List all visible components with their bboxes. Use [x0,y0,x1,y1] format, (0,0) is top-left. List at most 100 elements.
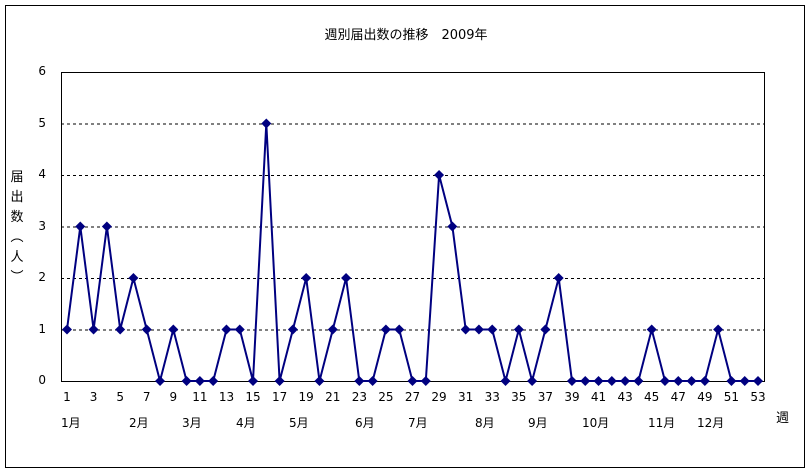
data-point-marker [659,376,670,386]
x-tick-label: 39 [564,390,580,404]
month-label: 2月 [129,416,149,430]
x-tick-label: 37 [537,390,554,404]
month-label: 7月 [408,416,428,430]
y-axis-label-char: 出 [10,190,24,205]
y-tick-label: 3 [38,218,46,233]
data-point-marker [261,118,272,129]
data-point-marker [327,324,338,335]
data-point-marker [181,376,192,386]
month-label: 9月 [528,416,548,430]
x-tick-label: 9 [169,390,178,404]
data-point-marker [155,376,166,386]
data-point-marker [620,376,631,386]
data-point-marker [580,376,591,386]
data-point-marker [673,376,684,386]
month-label: 1月 [61,416,81,430]
y-tick-label: 4 [38,167,46,181]
y-tick-label: 2 [38,270,46,284]
data-point-marker [447,221,458,232]
x-tick-label: 1 [63,390,71,404]
month-label: 6月 [355,416,375,430]
data-point-marker [354,376,365,386]
x-tick-label: 5 [116,390,124,404]
data-point-marker [407,376,418,386]
x-tick-label: 41 [590,390,607,404]
series-line [66,123,758,385]
month-label: 12月 [697,416,725,430]
data-point-marker [101,221,112,232]
month-label: 5月 [289,416,309,430]
x-tick-label: 15 [245,390,261,404]
data-point-marker [274,376,285,386]
month-label: 8月 [475,416,495,430]
data-point-marker [513,324,524,335]
x-tick-label: 31 [458,390,474,404]
data-point-marker [753,376,763,386]
data-point-marker [739,376,750,386]
data-point-marker [168,324,179,335]
data-point-marker [420,376,431,386]
data-point-marker [115,324,126,335]
y-axis-label-char: ︶ [10,270,24,285]
x-tick-label: 43 [617,390,633,404]
data-point-marker [62,324,72,335]
y-axis-label-char: 人 [10,250,24,265]
data-point-marker [646,324,657,335]
x-tick-label: 19 [298,390,314,404]
data-point-marker [473,324,484,335]
data-point-marker [194,376,205,386]
plot-border [61,72,765,382]
y-axis-label: 届出数 ︵ 人 ︶ [8,168,26,288]
data-point-marker [606,376,617,386]
data-point-marker [726,376,737,386]
x-tick-label: 25 [378,390,394,404]
x-tick-label: 23 [351,390,367,404]
data-point-marker [633,376,644,386]
data-point-marker [686,376,697,386]
data-point-marker [248,376,259,386]
data-point-marker [234,324,245,335]
chart-title: 週別届出数の推移 2009年 [324,28,488,43]
x-tick-label: 47 [670,390,686,404]
data-point-marker [314,376,325,386]
x-tick-label: 29 [431,390,447,404]
data-point-marker [394,324,405,335]
x-tick-label: 3 [89,390,98,404]
data-point-marker [460,324,471,335]
chart-frame [5,5,805,468]
data-point-marker [221,324,232,335]
data-point-marker [713,324,724,335]
x-tick-label: 11 [192,390,208,404]
y-tick-label: 0 [38,373,46,387]
data-point-marker [128,273,139,283]
x-tick-label: 21 [325,390,341,404]
data-point-marker [141,324,152,335]
data-point-marker [553,273,564,283]
y-axis-label-char: ︵ [10,230,24,245]
data-point-marker [88,324,99,335]
month-label: 3月 [182,416,202,430]
y-axis-label-char: 届 [10,170,24,185]
y-tick-label: 1 [38,321,46,336]
data-point-marker [434,170,445,180]
data-point-marker [75,221,86,232]
data-point-marker [380,324,391,335]
data-point-marker [341,273,352,283]
x-tick-label: 13 [218,390,235,404]
y-tick-label: 5 [38,115,46,130]
x-tick-label: 7 [142,390,151,404]
month-label: 10月 [582,416,610,430]
x-tick-label: 33 [484,390,500,404]
data-point-marker [593,376,604,386]
month-label: 11月 [648,416,676,430]
y-tick-label: 6 [38,64,46,78]
data-point-marker [500,376,511,386]
month-label: 4月 [236,416,256,430]
data-point-marker [287,324,298,335]
x-tick-label: 53 [750,390,766,404]
data-point-marker [301,273,312,283]
data-point-marker [699,376,710,386]
x-axis-label: 週 [776,411,790,426]
x-tick-label: 17 [271,390,288,404]
